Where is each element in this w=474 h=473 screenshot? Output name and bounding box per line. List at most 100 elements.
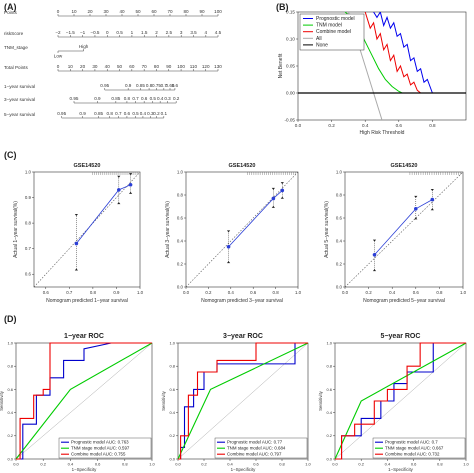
nomogram-tick-label: 90 <box>166 64 172 69</box>
calibration-error-cap <box>117 202 121 205</box>
roc-title: 5−year ROC <box>381 333 421 340</box>
calibration-x-axis-label: Nomogram predicted 1−year survival <box>46 298 128 304</box>
nomogram-tick-label: 0.6 <box>141 96 148 101</box>
nomogram-tick-label: 0.85 <box>136 83 145 88</box>
calibration-error-cap <box>226 230 231 233</box>
roc-chart-5-year: 5−year ROC 0.0 0.2 0.4 0.6 0.8 1.0 0.0 0.2 0.4 0.6… <box>318 333 470 472</box>
nomogram-tick-label: 0.5 <box>116 30 123 35</box>
nomogram-tick-label: 20 <box>80 64 86 69</box>
nomogram-tick-label: 3 <box>180 30 183 35</box>
roc-frame <box>177 342 309 460</box>
calibration-curve <box>374 199 433 256</box>
roc-chance-line <box>177 342 309 460</box>
calibration-y-tick-label: 0.6 <box>336 216 343 221</box>
roc-chart-3-year: 3−year ROC 0.0 0.2 0.4 0.6 0.8 1.0 0.0 0.2 0.4 0.6… <box>161 333 312 472</box>
roc-y-tick-label: 0.6 <box>326 387 332 392</box>
nomogram-tick-label: 0.9 <box>125 83 132 88</box>
dca-legend-label: Prognostic model <box>316 16 355 22</box>
nomogram-tick-label: 100 <box>214 9 222 14</box>
nomogram-tick-label: 120 <box>202 64 210 69</box>
roc-y-tick-label: 0.8 <box>169 364 175 369</box>
nomogram-tick-label: 0.7 <box>115 111 122 116</box>
roc-y-tick-label: 0.2 <box>326 433 332 438</box>
dca-y-tick-label: -0.05 <box>285 118 296 123</box>
calibration-point <box>372 253 377 257</box>
roc-chance-line <box>334 342 467 460</box>
calibration-x-tick-label: 0.4 <box>389 290 396 295</box>
nomogram-tick-label: 40 <box>119 9 125 14</box>
nomogram-tick-label: 0 <box>57 64 60 69</box>
dca-y-tick-label: 0.05 <box>286 64 295 69</box>
calibration-ideal-line <box>344 171 464 288</box>
calibration-x-tick-label: 0.0 <box>183 290 190 295</box>
calibration-y-tick-label: 1.0 <box>177 170 184 175</box>
roc-x-axis-label: 1−Specificity <box>388 467 414 472</box>
calibration-point <box>117 188 121 192</box>
dca-legend-label: TNM model <box>316 23 342 29</box>
roc-title: 3−year ROC <box>223 333 263 340</box>
roc-y-tick-label: 0.4 <box>7 410 13 415</box>
calibration-y-axis-label: Actual 5−year survival(%) <box>324 201 330 258</box>
panel-label-b: (B) <box>276 2 289 12</box>
calibration-x-tick-label: 0.6 <box>250 290 257 295</box>
roc-series-line <box>16 342 152 460</box>
roc-x-tick-label: 1.0 <box>149 462 155 467</box>
roc-legend-label: Combine model AUC: 0.755 <box>71 452 126 457</box>
roc-y-axis-label: Sensitivity <box>0 390 4 411</box>
roc-y-tick-label: 1.0 <box>169 340 175 345</box>
nomogram-tick-label: 30 <box>92 64 98 69</box>
nomogram-tick-label: 0 <box>106 30 109 35</box>
calibration-error-cap <box>74 268 78 271</box>
nomogram-tick-label: 2 <box>155 30 158 35</box>
calibration-frame <box>344 171 464 288</box>
calibration-title: GSE14520 <box>391 163 418 169</box>
roc-chart-1-year: 1−year ROC 0.0 0.2 0.4 0.6 0.8 1.0 0.0 0.2 0.4 0.6… <box>0 333 156 472</box>
roc-x-tick-label: 0.8 <box>122 462 128 467</box>
nomogram-tick-label: 90 <box>199 9 205 14</box>
nomogram-tick-label: 3.5 <box>190 30 197 35</box>
roc-series-line <box>178 342 308 460</box>
nomogram-tick-label: −0.5 <box>90 30 100 35</box>
roc-x-tick-label: 1.0 <box>463 462 469 467</box>
nomogram-tick-label: 10 <box>71 9 77 14</box>
calibration-error-cap <box>372 239 377 242</box>
calibration-error-cap <box>372 269 377 272</box>
nomogram-row-label: 5−year survival <box>4 112 35 117</box>
calibration-x-tick-label: 0.6 <box>43 290 50 295</box>
calibration-frame <box>185 171 299 288</box>
nomogram-row-label: Total Points <box>4 65 28 70</box>
nomogram-tick-label: 0 <box>57 9 60 14</box>
calibration-y-tick-label: 0.4 <box>336 239 343 244</box>
nomogram-tick-label: 0.6 <box>172 83 179 88</box>
nomogram-tick-label: 0.5 <box>132 111 139 116</box>
roc-y-tick-label: 0.0 <box>326 456 332 461</box>
roc-series-line <box>178 342 308 460</box>
calibration-title: GSE14520 <box>74 163 101 169</box>
roc-x-tick-label: 0.0 <box>332 462 338 467</box>
nomogram-tick-label: 0.1 <box>161 111 168 116</box>
calibration-y-axis-label: Actual 3−year survival(%) <box>165 201 171 258</box>
calibration-error-cap <box>74 214 78 217</box>
calibration-point <box>414 207 418 211</box>
roc-x-tick-label: 0.6 <box>95 462 101 467</box>
roc-y-tick-label: 0.6 <box>169 387 175 392</box>
roc-legend-label: TNM stage model AUC: 0.667 <box>385 446 444 451</box>
nomogram-tick-label: 4 <box>205 30 208 35</box>
nomogram-tick-label: 0.95 <box>57 111 66 116</box>
dca-x-tick-label: 0.4 <box>362 123 369 128</box>
nomogram-tick-label: −2 <box>55 30 61 35</box>
calibration-error-cap <box>117 175 121 178</box>
calibration-error-cap <box>226 261 231 264</box>
calibration-y-tick-label: 1.0 <box>25 170 32 175</box>
calibration-x-tick-label: 0.8 <box>436 290 443 295</box>
dca-legend-label: Combine model <box>316 29 351 35</box>
calibration-x-tick-label: 0.8 <box>273 290 280 295</box>
dca-y-axis-label: Net Benefit <box>278 53 284 78</box>
calibration-x-tick-label: 1.0 <box>460 290 467 295</box>
roc-x-tick-label: 0.6 <box>253 462 259 467</box>
calibration-y-tick-label: 0.7 <box>25 246 32 251</box>
roc-x-tick-label: 0.2 <box>201 462 207 467</box>
roc-y-tick-label: 0.6 <box>7 387 13 392</box>
calibration-error-cap <box>414 217 418 220</box>
roc-legend-label: Combine model AUC: 0.732 <box>385 452 440 457</box>
